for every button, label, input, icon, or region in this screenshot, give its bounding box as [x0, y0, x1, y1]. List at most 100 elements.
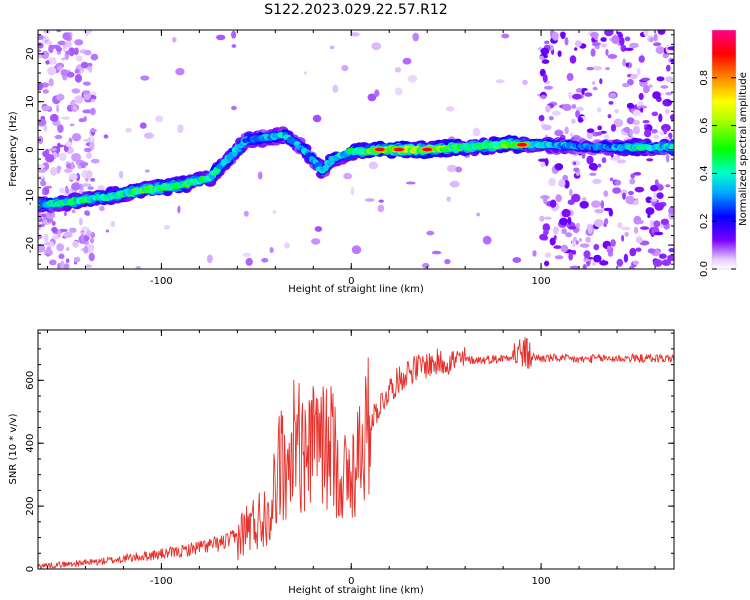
- spectrogram-noise-blob: [569, 265, 580, 269]
- spectrogram-noise-blob: [581, 88, 585, 95]
- spectrogram-noise-blob: [139, 122, 147, 129]
- spectrogram-noise-blob: [272, 210, 277, 214]
- spectrogram-noise-blob: [540, 47, 550, 56]
- spectrogram-noise-blob: [81, 183, 92, 187]
- spectrogram-noise-blob: [42, 188, 45, 195]
- spectrogram-noise-blob: [91, 91, 97, 96]
- spectrogram-noise-blob: [544, 260, 550, 267]
- spectrogram-noise-blob: [99, 205, 105, 212]
- snr-panel: -100 0 100 0 200 400 600 Height of straight li…: [8, 329, 675, 596]
- colorbar-tick-label: 0.2: [699, 213, 710, 229]
- spectrogram-noise-blob: [501, 33, 510, 39]
- spectrogram-noise-blob: [614, 179, 622, 186]
- spectrogram-noise-blob: [569, 132, 574, 137]
- spectrogram-noise-blob: [640, 226, 650, 230]
- spectrogram-noise-blob: [57, 142, 61, 149]
- spectrogram-noise-blob: [650, 184, 659, 192]
- spectrogram-noise-blob: [553, 226, 559, 235]
- snr-series-line: [38, 337, 674, 569]
- spectrogram-noise-blob: [47, 66, 57, 76]
- spectrogram-noise-blob: [343, 172, 352, 180]
- spectrogram-noise-blob: [667, 254, 674, 262]
- spectrogram-noise-blob: [105, 229, 110, 233]
- spectrogram-noise-blob: [635, 219, 644, 225]
- spectrogram-noise-blob: [75, 55, 83, 62]
- spectrogram-noise-blob: [656, 76, 665, 82]
- spectrogram-noise-blob: [72, 240, 79, 248]
- spectrogram-noise-blob: [670, 58, 674, 63]
- spectrogram-noise-blob: [74, 95, 84, 104]
- colorbar-label: Normalized spectral amplitude: [738, 72, 749, 226]
- spectrogram-noise-blob: [600, 200, 605, 209]
- spectrogram-noise-blob: [629, 247, 637, 257]
- spectrogram-noise-blob: [57, 66, 63, 71]
- spectrogram-xtick-label: 0: [348, 276, 354, 287]
- spectrogram-noise-blob: [314, 226, 323, 232]
- spectrogram-noise-blob: [57, 229, 61, 238]
- spectrogram-noise-blob: [65, 141, 72, 148]
- spectrogram-noise-blob: [44, 185, 53, 189]
- spectrogram-noise-blob: [574, 40, 582, 47]
- spectrogram-noise-blob: [578, 238, 583, 242]
- spectrogram-noise-blob: [378, 199, 384, 203]
- spectrogram-noise-blob: [593, 243, 600, 251]
- spectrogram-noise-blob: [311, 238, 321, 245]
- spectrogram-noise-blob: [633, 226, 639, 234]
- spectrogram-noise-blob: [539, 215, 545, 222]
- spectrogram-noise-blob: [144, 169, 150, 173]
- spectrogram-noise-blob: [666, 153, 670, 163]
- spectrogram-noise-blob: [74, 68, 80, 74]
- spectrogram-noise-blob: [206, 254, 213, 264]
- spectrogram-noise-blob: [455, 166, 463, 173]
- spectrogram-noise-blob: [638, 55, 645, 63]
- spectrogram-noise-blob: [564, 180, 570, 189]
- spectrogram-noise-blob: [607, 245, 611, 250]
- spectrogram-noise-blob: [65, 40, 72, 48]
- spectrogram-noise-blob: [65, 258, 70, 264]
- spectrogram-noise-blob: [665, 76, 674, 83]
- spectrogram-noise-blob: [621, 226, 631, 231]
- spectrogram-noise-blob: [87, 186, 94, 190]
- spectrogram-noise-blob: [41, 105, 52, 111]
- spectrogram-noise-blob: [562, 174, 569, 182]
- spectrogram-noise-blob: [38, 49, 42, 53]
- spectrogram-noise-blob: [624, 232, 629, 237]
- spectrogram-noise-blob: [407, 75, 418, 83]
- spectrogram-noise-blob: [609, 92, 617, 98]
- spectrogram-noise-blob: [69, 100, 76, 106]
- spectrogram-noise-blob: [58, 253, 65, 260]
- spectrogram-noise-blob: [588, 162, 599, 171]
- spectrogram-noise-blob: [87, 62, 93, 67]
- spectrogram-ytick-label: 20: [25, 48, 36, 61]
- spectrogram-noise-blob: [38, 164, 45, 169]
- spectrogram-noise-blob: [445, 106, 455, 112]
- spectrogram-noise-blob: [657, 30, 666, 35]
- spectrogram-noise-blob: [341, 65, 349, 72]
- spectrogram-noise-blob: [177, 124, 184, 134]
- spectrogram-noise-blob: [38, 34, 44, 40]
- spectrogram-noise-blob: [542, 223, 551, 232]
- spectrogram-noise-blob: [619, 37, 625, 46]
- spectrogram-noise-blob: [645, 196, 653, 204]
- spectrogram-noise-blob: [394, 87, 403, 96]
- snr-xlabel: Height of straight line (km): [288, 585, 424, 596]
- spectrogram-noise-blob: [628, 190, 634, 196]
- spectrogram-noise-blob: [655, 46, 665, 54]
- spectrogram-noise-blob: [586, 66, 594, 71]
- spectrogram-noise-blob: [653, 42, 662, 47]
- spectrogram-noise-blob: [611, 35, 620, 44]
- spectrogram-noise-blob: [638, 92, 644, 101]
- spectrogram-noise-blob: [39, 223, 45, 228]
- spectrogram-noise-blob: [649, 37, 654, 42]
- spectrogram-noise-blob: [82, 90, 91, 95]
- spectrogram-noise-blob: [431, 250, 442, 255]
- spectrogram-noise-blob: [663, 127, 667, 135]
- spectrogram-noise-blob: [540, 162, 546, 168]
- spectrogram-noise-blob: [42, 162, 50, 171]
- spectrogram-noise-blob: [612, 187, 621, 194]
- spectrogram-noise-blob: [630, 173, 635, 179]
- colorbar-gradient: [712, 30, 736, 269]
- spectrogram-noise-blob: [371, 42, 382, 51]
